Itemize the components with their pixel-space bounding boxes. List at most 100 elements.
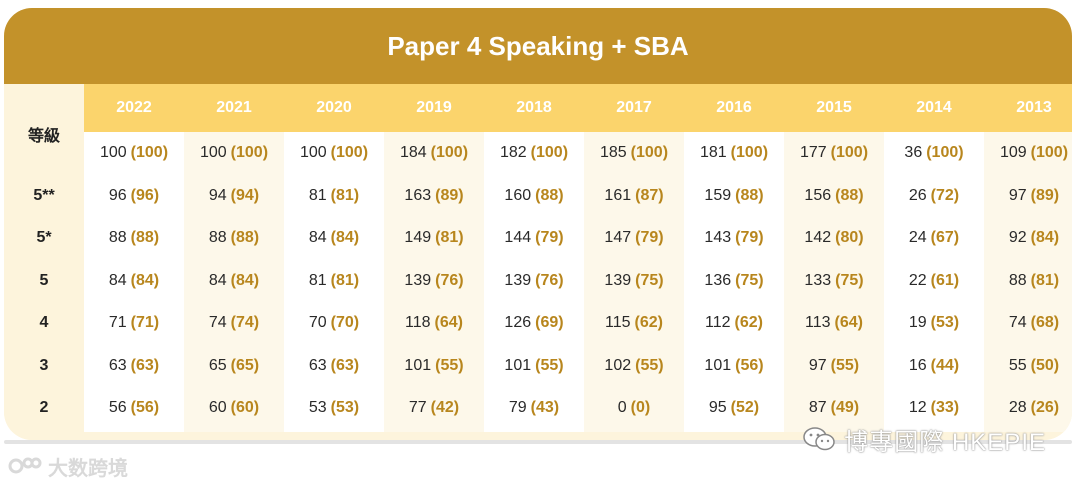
grade-label <box>4 132 84 175</box>
table-cell: 87 (49) <box>784 387 884 430</box>
year-header-row: 2022 2021 2020 2019 2018 2017 2016 2015 2014 2013 <box>84 84 1072 132</box>
year-column-2021: 100 (100) 94 (94) 88 (88) 84 (84) 74 (74) 65 (65) 60… <box>184 132 284 432</box>
cell-count: 100 <box>199 144 227 162</box>
cell-percent: (42) <box>430 399 460 417</box>
cell-percent: (56) <box>130 399 160 417</box>
table-cell: 143 (79) <box>684 217 784 260</box>
year-header-2021: 2021 <box>216 99 252 116</box>
cell-percent: (55) <box>535 356 564 374</box>
cell-count: 101 <box>704 356 732 374</box>
cell-count: 63 <box>108 356 127 374</box>
cell-percent: (61) <box>930 271 960 289</box>
table-cell: 181 (100) <box>684 132 784 175</box>
cell-percent: (55) <box>635 356 664 374</box>
table-cell: 159 (88) <box>684 175 784 218</box>
table-cell: 88 (88) <box>84 217 184 260</box>
cell-count: 181 <box>699 144 727 162</box>
cell-percent: (100) <box>830 144 869 162</box>
cell-percent: (79) <box>735 229 764 247</box>
cell-count: 65 <box>208 356 227 374</box>
table-title: Paper 4 Speaking + SBA <box>4 8 1072 84</box>
table-cell: 139 (76) <box>484 260 584 303</box>
cell-count: 70 <box>308 314 327 332</box>
grade-label: 2 <box>39 399 49 417</box>
grade-label: 3 <box>39 356 49 374</box>
cell-percent: (67) <box>930 229 960 247</box>
table-cell: 55 (50) <box>984 345 1072 388</box>
table-cell: 12 (33) <box>884 387 984 430</box>
cell-count: 163 <box>404 186 432 204</box>
year-header-2015: 2015 <box>816 99 852 116</box>
grade-column-header: 等級 <box>27 128 60 145</box>
cell-count: 92 <box>1008 229 1027 247</box>
cell-count: 112 <box>705 314 731 332</box>
cell-percent: (79) <box>535 229 564 247</box>
cell-percent: (64) <box>834 314 863 332</box>
cell-percent: (76) <box>535 271 564 289</box>
cell-percent: (100) <box>330 144 369 162</box>
cell-percent: (88) <box>130 229 160 247</box>
cell-count: 55 <box>1008 356 1027 374</box>
cell-count: 133 <box>804 271 832 289</box>
table-cell: 100 (100) <box>84 132 184 175</box>
cell-count: 144 <box>504 229 532 247</box>
table-cell: 161 (87) <box>584 175 684 218</box>
table-cell: 63 (63) <box>284 345 384 388</box>
table-cell: 28 (26) <box>984 387 1072 430</box>
cell-count: 182 <box>499 144 527 162</box>
cell-count: 84 <box>308 229 327 247</box>
table-cell: 74 (68) <box>984 302 1072 345</box>
table-cell: 177 (100) <box>784 132 884 175</box>
table-cell: 139 (76) <box>384 260 484 303</box>
cell-percent: (88) <box>835 186 864 204</box>
table-cell: 77 (42) <box>384 387 484 430</box>
table-cell: 70 (70) <box>284 302 384 345</box>
cell-percent: (63) <box>130 356 160 374</box>
table-cell: 182 (100) <box>484 132 584 175</box>
year-column-2022: 100 (100) 96 (96) 88 (88) 84 (84) 71 (71) 63 (63) 56… <box>84 132 184 432</box>
cell-percent: (81) <box>1030 271 1060 289</box>
cell-percent: (62) <box>634 314 663 332</box>
cell-count: 56 <box>108 399 127 417</box>
table-cell: 102 (55) <box>584 345 684 388</box>
watermark-right-text: 博專國際 HKEPIE <box>844 428 1046 456</box>
cell-count: 100 <box>99 144 127 162</box>
table-cell: 133 (75) <box>784 260 884 303</box>
cell-count: 102 <box>604 356 632 374</box>
cell-percent: (52) <box>730 399 760 417</box>
year-header-2017: 2017 <box>616 99 652 116</box>
table-cell: 81 (81) <box>284 175 384 218</box>
table-cell: 163 (89) <box>384 175 484 218</box>
cell-count: 81 <box>308 271 327 289</box>
table-cell: 94 (94) <box>184 175 284 218</box>
cell-count: 19 <box>908 314 927 332</box>
cell-count: 74 <box>208 314 227 332</box>
cell-count: 88 <box>108 229 127 247</box>
year-header-2020: 2020 <box>316 99 352 116</box>
table-cell: 144 (79) <box>484 217 584 260</box>
cell-count: 16 <box>908 356 927 374</box>
cell-percent: (100) <box>430 144 469 162</box>
table-cell: 100 (100) <box>184 132 284 175</box>
cell-count: 139 <box>604 271 632 289</box>
cell-count: 126 <box>504 314 532 332</box>
cell-count: 71 <box>108 314 127 332</box>
year-header-2016: 2016 <box>716 99 752 116</box>
table-cell: 81 (81) <box>284 260 384 303</box>
cell-count: 95 <box>708 399 727 417</box>
cell-count: 139 <box>504 271 532 289</box>
cell-count: 79 <box>508 399 527 417</box>
cell-percent: (100) <box>130 144 169 162</box>
table-cell: 74 (74) <box>184 302 284 345</box>
cell-count: 101 <box>504 356 532 374</box>
cell-count: 160 <box>504 186 532 204</box>
year-column-2020: 100 (100) 81 (81) 84 (84) 81 (81) 70 (70) 63 (63) 53… <box>284 132 384 432</box>
cell-percent: (75) <box>735 271 764 289</box>
cell-count: 113 <box>805 314 831 332</box>
cell-count: 147 <box>604 229 632 247</box>
year-header-2019: 2019 <box>416 99 452 116</box>
cell-count: 84 <box>208 271 227 289</box>
cell-count: 161 <box>604 186 632 204</box>
table-cell: 88 (88) <box>184 217 284 260</box>
cell-percent: (55) <box>435 356 464 374</box>
